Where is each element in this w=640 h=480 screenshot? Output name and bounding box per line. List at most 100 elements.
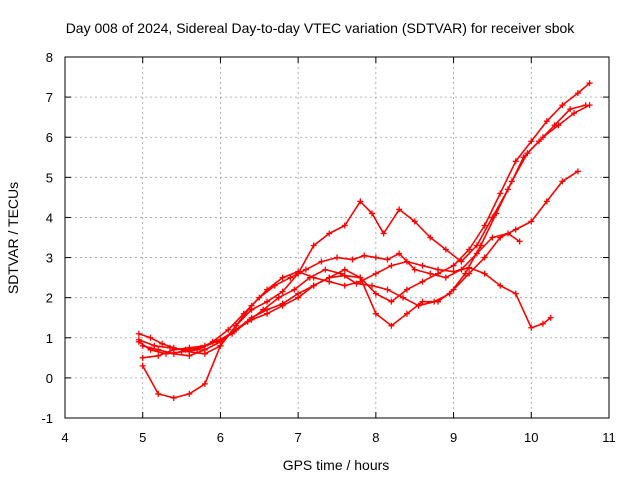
data-point xyxy=(571,110,578,117)
x-tick-label: 5 xyxy=(139,430,146,445)
data-point xyxy=(512,226,519,233)
series-line xyxy=(138,232,521,355)
data-point xyxy=(574,168,581,175)
y-tick-label: 4 xyxy=(46,210,53,225)
data-point xyxy=(512,290,519,297)
data-point xyxy=(508,178,515,185)
series-4 xyxy=(139,168,581,359)
data-point xyxy=(481,254,488,261)
data-point xyxy=(574,90,581,97)
data-point xyxy=(147,334,154,341)
series-line xyxy=(138,104,591,351)
y-tick-label: 5 xyxy=(46,170,53,185)
data-point xyxy=(159,340,166,347)
data-point xyxy=(512,158,519,165)
data-point xyxy=(400,294,407,301)
data-point xyxy=(186,352,193,359)
data-point xyxy=(139,342,146,349)
data-point xyxy=(349,256,356,263)
data-point xyxy=(372,290,379,297)
data-point xyxy=(489,234,496,241)
data-point xyxy=(497,282,504,289)
data-point xyxy=(151,342,158,349)
data-point xyxy=(279,288,286,295)
y-tick-label: 2 xyxy=(46,291,53,306)
data-point xyxy=(361,252,368,259)
data-point xyxy=(357,198,364,205)
data-point xyxy=(135,336,142,343)
data-point xyxy=(291,286,298,293)
data-point xyxy=(567,106,574,113)
data-point xyxy=(225,326,232,333)
data-point xyxy=(458,266,465,273)
data-point xyxy=(244,318,251,325)
data-point xyxy=(306,274,313,281)
data-point xyxy=(186,390,193,397)
data-point xyxy=(271,282,278,289)
data-point xyxy=(334,254,340,261)
data-point xyxy=(528,324,535,331)
data-point xyxy=(139,362,146,369)
data-point xyxy=(182,346,189,353)
data-point xyxy=(419,278,426,285)
plot-frame xyxy=(64,56,610,419)
data-point xyxy=(388,298,395,305)
x-tick-label: 10 xyxy=(524,430,538,445)
data-point xyxy=(539,320,546,327)
data-point xyxy=(462,270,469,277)
y-axis-label: SDTVAR / TECUs xyxy=(5,182,21,294)
data-point xyxy=(213,338,220,345)
data-point xyxy=(388,262,395,269)
ticks: 4 5 6 7 8 9 10 11 -1 0 1 2 3 4 5 6 7 8 xyxy=(41,50,615,445)
y-tick-label: 7 xyxy=(46,90,53,105)
grid xyxy=(65,57,609,418)
data-point xyxy=(411,266,418,273)
data-point xyxy=(384,256,391,263)
series-1 xyxy=(135,258,554,357)
data-point xyxy=(310,242,317,249)
data-point xyxy=(295,270,302,277)
series-6 xyxy=(135,102,593,353)
data-point xyxy=(287,274,294,281)
data-point xyxy=(466,246,473,253)
data-point xyxy=(539,134,546,141)
x-tick-label: 9 xyxy=(450,430,457,445)
data-point xyxy=(450,262,457,269)
data-point xyxy=(427,234,434,241)
data-point xyxy=(442,274,449,281)
data-point xyxy=(368,282,375,289)
data-point xyxy=(279,302,286,309)
data-point xyxy=(341,282,348,289)
series-line xyxy=(141,104,587,399)
data-point xyxy=(229,330,236,337)
x-tick-label: 4 xyxy=(61,430,68,445)
data-point xyxy=(322,266,329,273)
x-tick-label: 8 xyxy=(372,430,379,445)
data-point xyxy=(427,270,434,277)
data-point xyxy=(353,280,360,287)
data-point xyxy=(528,138,535,145)
data-point xyxy=(411,218,418,225)
y-tick-label: 6 xyxy=(46,130,53,145)
data-point xyxy=(431,298,438,305)
data-point xyxy=(419,298,426,305)
data-point xyxy=(396,250,403,257)
series-2 xyxy=(135,230,523,357)
data-point xyxy=(368,210,375,217)
chart-title: Day 008 of 2024, Sidereal Day-to-day VTE… xyxy=(66,20,576,36)
data-point xyxy=(318,258,325,265)
y-tick-label: 8 xyxy=(46,50,53,65)
data-point xyxy=(396,206,403,213)
data-point xyxy=(419,262,426,269)
data-point xyxy=(326,274,333,281)
data-point xyxy=(493,210,500,217)
data-point xyxy=(310,282,317,289)
series-layer xyxy=(135,80,593,401)
data-point xyxy=(586,80,593,87)
data-point xyxy=(198,344,204,351)
data-point xyxy=(497,234,504,241)
x-tick-label: 11 xyxy=(602,430,616,445)
data-point xyxy=(326,230,333,237)
data-point xyxy=(586,102,593,109)
